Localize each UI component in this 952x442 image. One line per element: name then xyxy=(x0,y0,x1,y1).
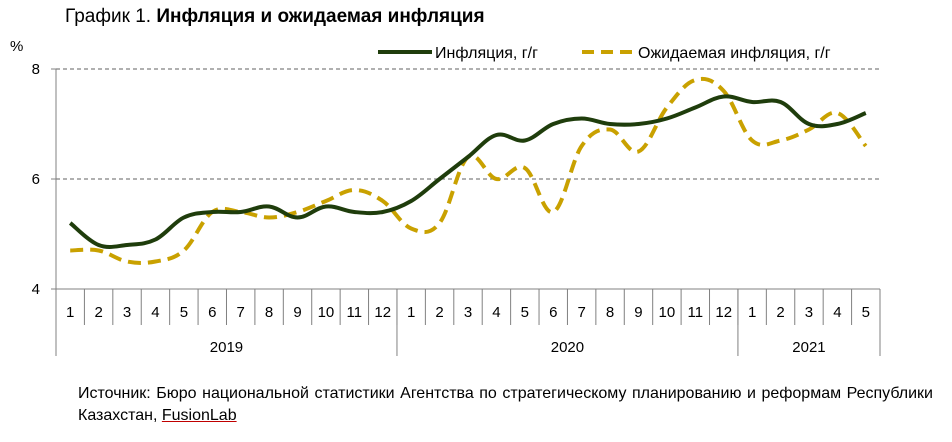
x-tick-label: 6 xyxy=(549,304,557,321)
x-tick-label: 7 xyxy=(577,304,585,321)
x-tick-label: 3 xyxy=(805,304,813,321)
legend-label-expected: Ожидаемая инфляция, г/г xyxy=(638,45,831,62)
x-tick-label: 11 xyxy=(347,304,363,321)
y-axis-unit: % xyxy=(10,38,24,55)
x-tick-label: 4 xyxy=(492,304,500,321)
y-tick-label: 4 xyxy=(32,281,40,298)
legend-label-inflation: Инфляция, г/г xyxy=(435,45,538,62)
chart-title-prefix: График 1. xyxy=(65,6,152,27)
x-tick-label: 12 xyxy=(715,304,732,321)
y-tick-label: 8 xyxy=(32,61,40,78)
x-tick-label: 5 xyxy=(521,304,529,321)
year-label: 2020 xyxy=(551,339,584,356)
x-tick-label: 2 xyxy=(776,304,784,321)
x-tick-label: 3 xyxy=(464,304,472,321)
source-note: Источник: Бюро национальной статистики А… xyxy=(78,383,933,427)
x-tick-label: 11 xyxy=(688,304,704,321)
series-layer xyxy=(68,76,868,265)
year-label: 2021 xyxy=(792,339,825,356)
x-tick-label: 3 xyxy=(123,304,131,321)
chart-title: График 1. Инфляция и ожидаемая инфляция xyxy=(65,6,485,28)
x-tick-label: 2 xyxy=(94,304,102,321)
point-expected-10 xyxy=(352,188,356,192)
grid-layer xyxy=(56,68,880,180)
x-tick-label: 1 xyxy=(748,304,756,321)
year-label: 2019 xyxy=(210,339,243,356)
x-tick-label: 5 xyxy=(862,304,870,321)
x-tick-label: 8 xyxy=(265,304,273,321)
source-text: Источник: Бюро национальной статистики А… xyxy=(78,385,933,424)
x-tick-label: 7 xyxy=(237,304,245,321)
x-tick-label: 9 xyxy=(634,304,642,321)
legend: Инфляция, г/г Ожидаемая инфляция, г/г xyxy=(378,45,831,62)
x-tick-label: 4 xyxy=(833,304,841,321)
x-tick-label: 1 xyxy=(66,304,74,321)
x-tick-label: 8 xyxy=(606,304,614,321)
point-expected-17 xyxy=(551,210,555,214)
y-tick-label: 6 xyxy=(32,171,40,188)
x-tick-label: 5 xyxy=(180,304,188,321)
x-tick-label: 4 xyxy=(151,304,159,321)
x-tick-label: 10 xyxy=(318,304,335,321)
x-tick-label: 10 xyxy=(659,304,676,321)
x-tick-label: 2 xyxy=(435,304,443,321)
series-line-inflation xyxy=(68,94,867,249)
chart-title-main: Инфляция и ожидаемая инфляция xyxy=(156,6,485,27)
x-tick-label: 12 xyxy=(374,304,391,321)
source-link[interactable]: FusionLab xyxy=(161,407,237,424)
x-tick-label: 1 xyxy=(407,304,415,321)
x-tick-label: 6 xyxy=(208,304,216,321)
series-line-expected xyxy=(70,76,868,265)
x-tick-label: 9 xyxy=(293,304,301,321)
point-expected-27 xyxy=(835,111,839,115)
